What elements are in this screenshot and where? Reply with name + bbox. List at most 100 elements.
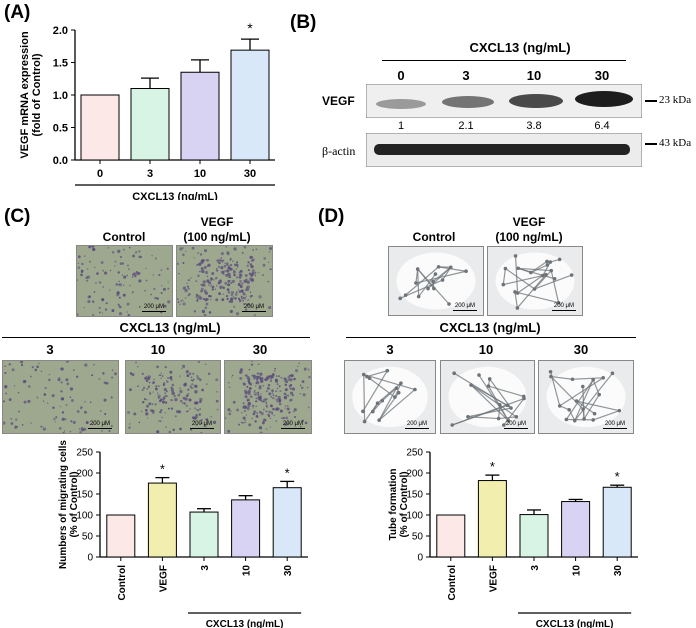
- panel-label-b: (B): [290, 12, 317, 33]
- chart-c-migration: 0 50 100 150 200 250 Control * VEGF 3 10 * 30 CXCL13 …: [58, 440, 308, 628]
- tube-vegf-conc-label: (100 ng/mL): [495, 230, 563, 244]
- tube-image-10: 200 μM: [440, 360, 535, 434]
- chart-d-bar: [561, 501, 591, 558]
- chart-d-bar: [477, 480, 507, 558]
- blot-actin-strip: [366, 133, 642, 167]
- tube-texture: [345, 361, 435, 433]
- chart-c-y-tick-label: 0: [87, 553, 93, 564]
- blot-vegf-label: VEGF: [322, 94, 355, 108]
- chart-a-x-tick-label: 30: [244, 168, 256, 180]
- migration-image-10: 200 μM: [125, 360, 221, 434]
- migration-texture: [3, 361, 118, 433]
- tube-texture: [488, 247, 582, 315]
- chart-d-y-tick-label: 250: [406, 448, 423, 459]
- migration-texture: [126, 361, 220, 433]
- tube-image-control: 200 μM: [388, 246, 484, 316]
- blot-lane-10: 10: [526, 68, 542, 83]
- chart-a-bar: [80, 94, 120, 161]
- chart-d-bar: [519, 514, 549, 558]
- chart-a-y-tick-label: 0.0: [53, 155, 68, 167]
- chart-c-x-tick-label: 10: [242, 565, 253, 577]
- migration-image-vegf: 200 μM: [176, 245, 273, 317]
- chart-a-x-tick-label: 0: [97, 168, 103, 180]
- migration-texture: [225, 361, 311, 433]
- migration-group-line: [2, 337, 310, 338]
- chart-c-y-tick-label: 50: [82, 532, 94, 543]
- chart-d-x-tick-label: 10: [572, 565, 583, 577]
- blot-quant-3: 2.1: [458, 120, 474, 132]
- blot-header-line: [382, 60, 626, 61]
- chart-c-significance-star: *: [285, 465, 290, 480]
- chart-c-y-tick-label: 100: [76, 511, 93, 522]
- chart-a-y-tick-label: 0.5: [53, 123, 68, 135]
- panel-label-a: (A): [4, 2, 31, 23]
- migration-texture: [77, 246, 172, 316]
- chart-a-y-tick-label: 2.0: [53, 25, 68, 37]
- migration-image-control: 200 μM: [76, 245, 173, 317]
- tube-texture: [539, 361, 633, 433]
- tube-dose-10: 10: [478, 342, 494, 357]
- blot-header: CXCL13 (ng/mL): [469, 40, 571, 55]
- blot-lane-3: 3: [462, 68, 470, 83]
- chart-a-y-tick-label: 1.5: [53, 58, 68, 70]
- blot-quant-0: 1: [397, 120, 405, 132]
- chart-a-bar: [180, 71, 220, 161]
- chart-c-x-tick-label: 3: [200, 565, 211, 571]
- tube-dose-3: 3: [386, 342, 394, 357]
- chart-c-bar: [231, 499, 261, 558]
- chart-a-x-axis-label: CXCL13 (ng/mL): [132, 191, 218, 200]
- chart-c-bar: [106, 514, 136, 558]
- chart-d-y-tick-label: 100: [406, 511, 423, 522]
- panel-label-d: (D): [318, 206, 345, 227]
- chart-d-bar: [602, 486, 632, 558]
- chart-d-y-tick-label: 200: [406, 469, 423, 480]
- blot-vegf-strip: [366, 84, 642, 118]
- vegf-size-marker: [645, 100, 657, 102]
- chart-d-x-tick-label: VEGF: [488, 565, 499, 592]
- migration-image-30: 200 μM: [224, 360, 312, 434]
- tube-image-30: 200 μM: [538, 360, 634, 434]
- chart-a-bar: [130, 88, 170, 161]
- blot-lane-30: 30: [594, 68, 610, 83]
- chart-d-significance-star: *: [615, 469, 620, 484]
- chart-d-y-tick-label: 0: [417, 553, 423, 564]
- migration-dose-3: 3: [46, 342, 54, 357]
- chart-c-x-axis-label: CXCL13 (ng/mL): [206, 619, 284, 628]
- chart-d-x-axis-label: CXCL13 (ng/mL): [536, 619, 614, 628]
- migration-dose-10: 10: [150, 342, 166, 357]
- actin-size-label: 43 kDa: [659, 137, 692, 149]
- chart-d-y-axis-label: Tube formation(% of Control): [388, 468, 410, 540]
- chart-c-y-tick-label: 200: [76, 469, 93, 480]
- chart-c-x-tick-label: 30: [283, 565, 294, 577]
- blot-actin-label: β-actin: [322, 144, 356, 158]
- chart-a-x-tick-label: 3: [147, 168, 153, 180]
- migration-dose-30: 30: [252, 342, 268, 357]
- chart-c-y-tick-label: 150: [76, 490, 93, 501]
- migration-group-header: CXCL13 (ng/mL): [119, 320, 221, 335]
- chart-c-x-tick-label: Control: [117, 565, 128, 601]
- tube-dose-30: 30: [573, 342, 589, 357]
- chart-a-bar: [230, 49, 270, 161]
- chart-d-x-tick-label: 3: [530, 565, 541, 571]
- chart-d-tube-formation: 0 50 100 150 200 250 Control * VEGF 3 10 * 30 CXCL13 …: [388, 448, 638, 628]
- actin-size-marker: [645, 143, 657, 145]
- migration-vegf-label: VEGF: [200, 215, 234, 229]
- chart-c-significance-star: *: [160, 462, 165, 477]
- tube-group-header: CXCL13 (ng/mL): [439, 320, 541, 335]
- blot-quant-10: 3.8: [526, 120, 542, 132]
- chart-c-bar: [272, 487, 302, 558]
- chart-a-y-tick-label: 1.0: [53, 90, 68, 102]
- tube-texture: [441, 361, 534, 433]
- chart-d-x-tick-label: 30: [613, 565, 624, 577]
- chart-a-x-tick-label: 10: [194, 168, 206, 180]
- tube-control-label: Control: [412, 230, 456, 244]
- migration-vegf-conc-label: (100 ng/mL): [183, 230, 251, 244]
- migration-texture: [177, 246, 272, 316]
- chart-a-significance-star: *: [247, 20, 253, 36]
- tube-image-vegf: 200 μM: [487, 246, 583, 316]
- chart-d-bar: [436, 514, 466, 558]
- blot-quant-30: 6.4: [594, 120, 610, 132]
- tube-image-3: 200 μM: [344, 360, 436, 434]
- tube-group-line: [346, 337, 636, 338]
- migration-image-3: 200 μM: [2, 360, 119, 434]
